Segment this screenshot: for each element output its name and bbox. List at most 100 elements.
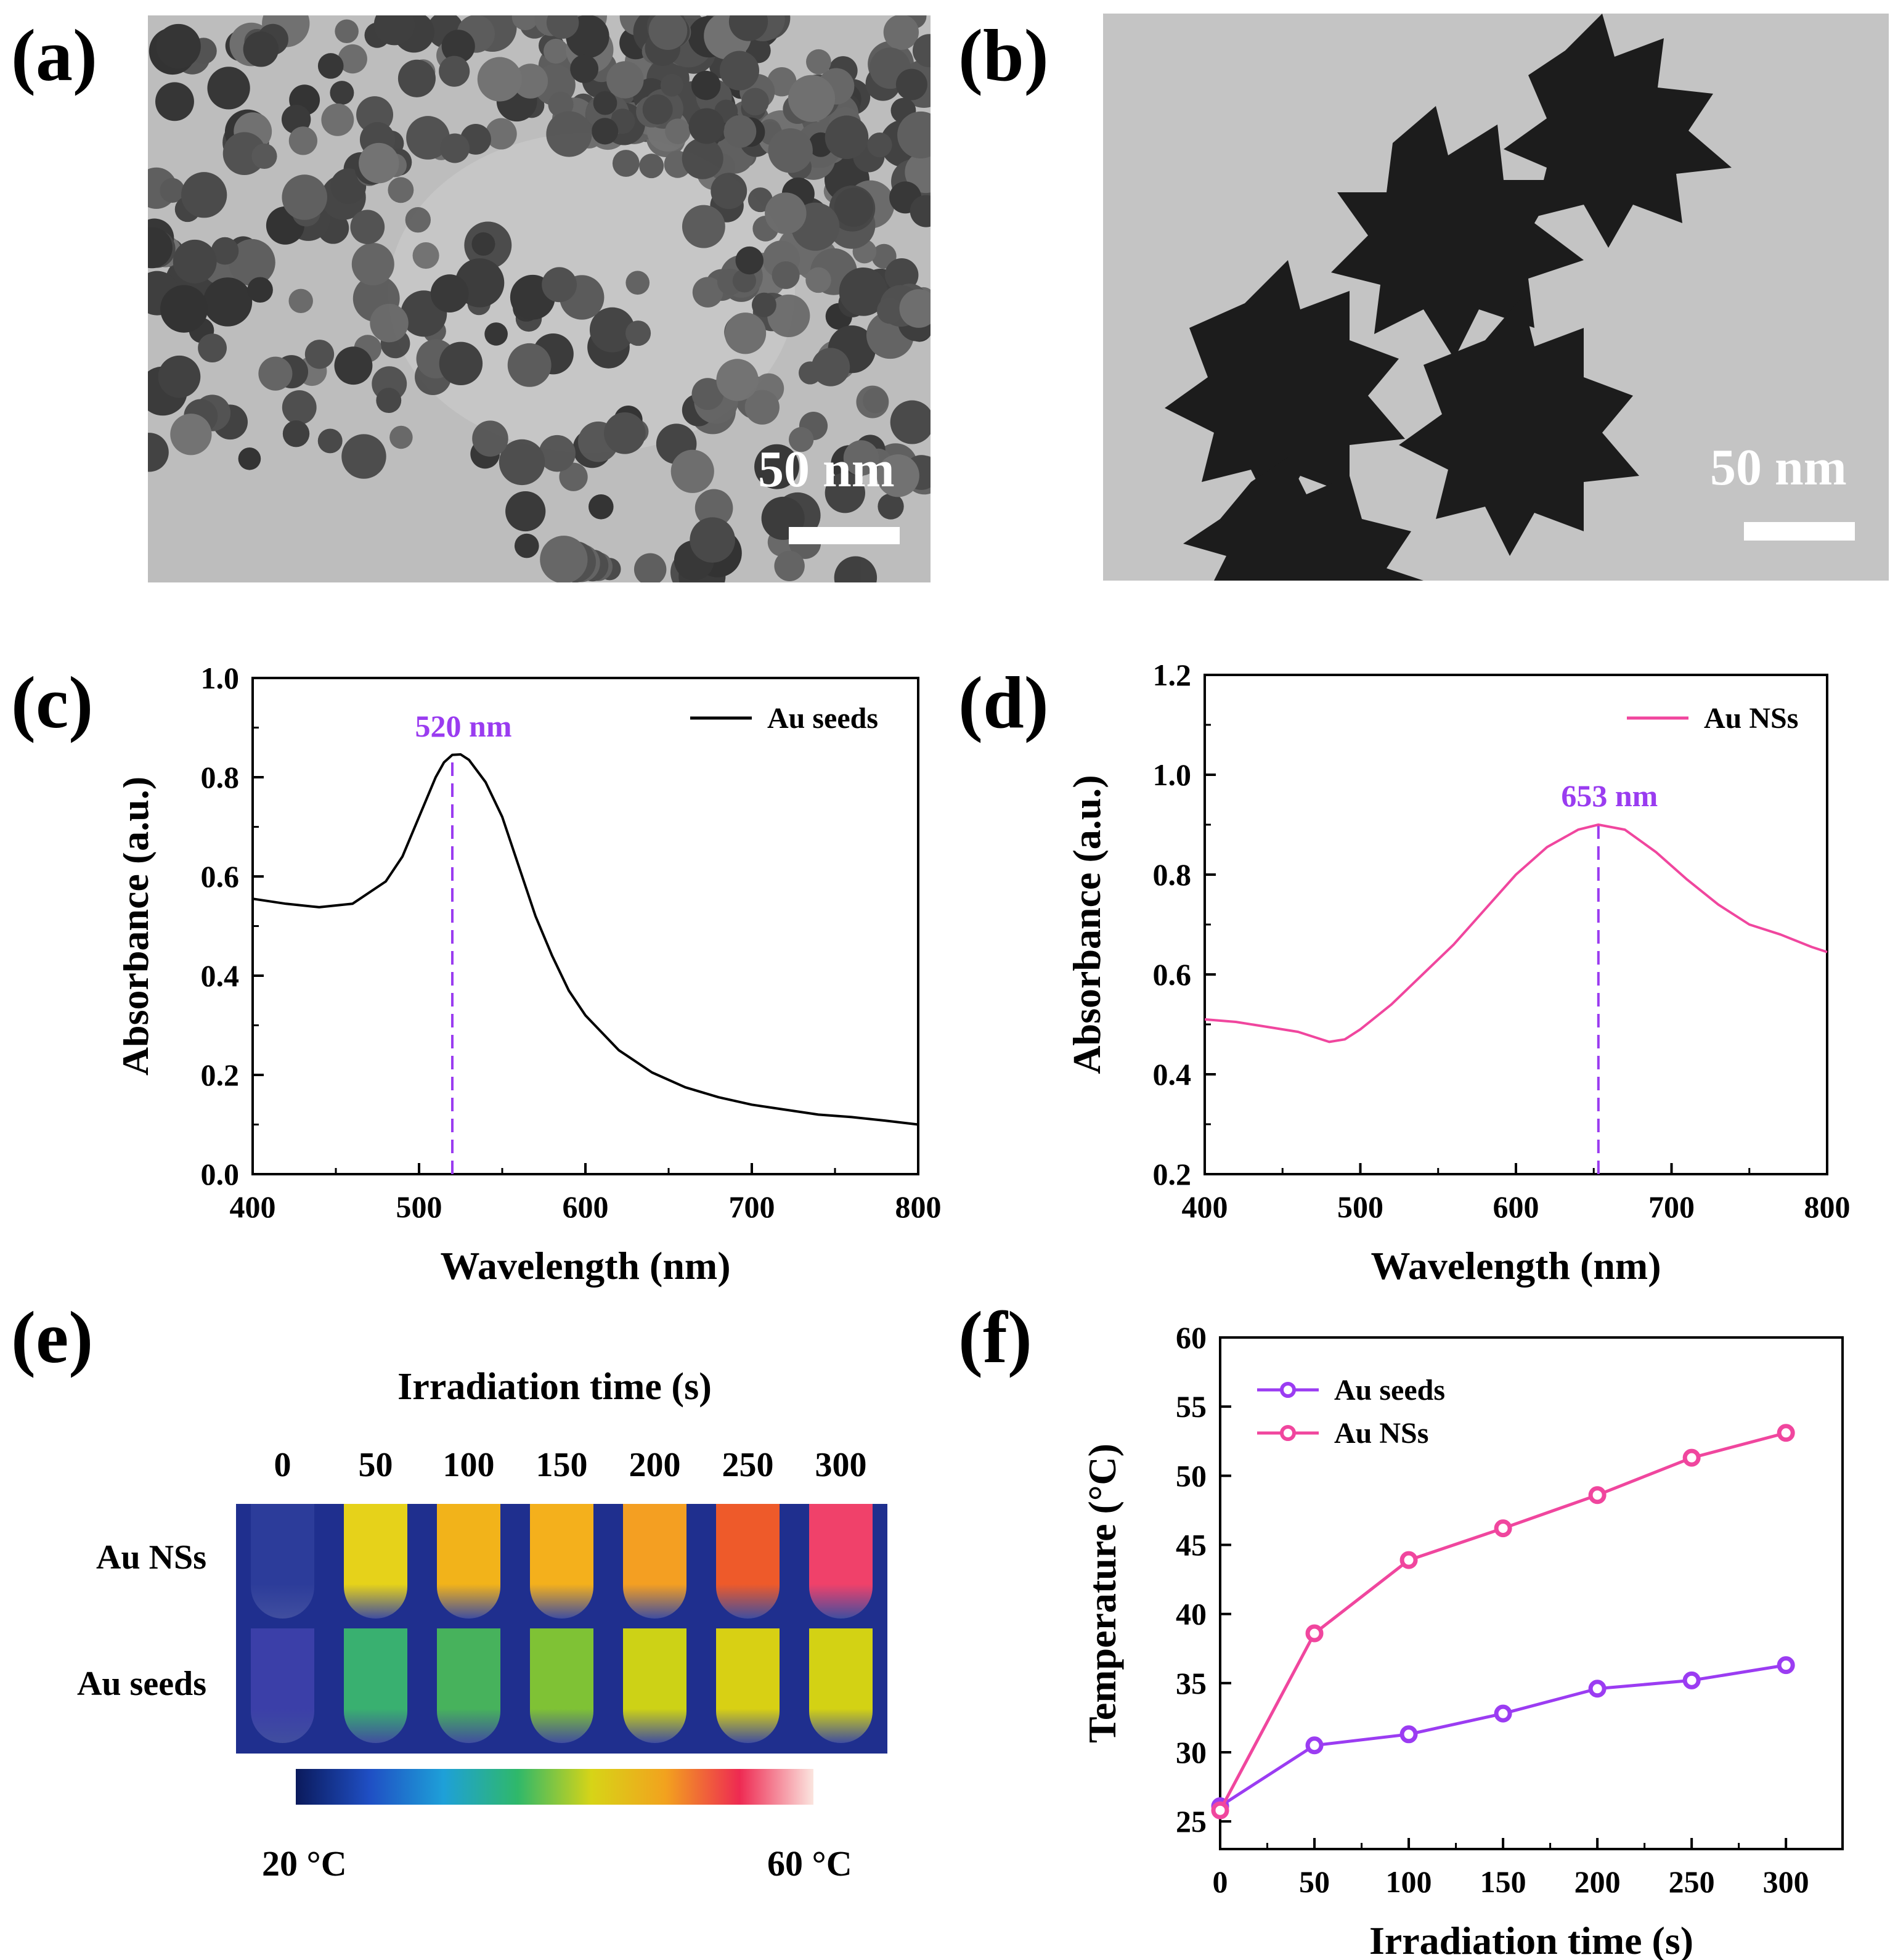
- tube-thermal-image: [344, 1504, 407, 1619]
- nanoparticle: [539, 435, 576, 472]
- nanoparticle: [694, 489, 733, 528]
- nanoparticle: [670, 449, 714, 493]
- y-tick-label: 0.2: [201, 1058, 240, 1092]
- nanoparticle: [373, 15, 415, 46]
- x-tick-label: 50: [1299, 1864, 1330, 1899]
- tube-thermal-image: [530, 1628, 593, 1743]
- nanoparticle: [690, 517, 735, 563]
- nanoparticle: [148, 227, 173, 269]
- y-axis-label: Absorbance (a.u.): [1072, 775, 1109, 1074]
- nanoparticle: [251, 143, 277, 169]
- chart-f-temperature-vs-time: 0 50 100 150 200 250 300 25 30 35 40 45 50 55 60 Irradi…: [1080, 1320, 1844, 1960]
- nanoparticle: [899, 289, 931, 328]
- scale-bar-b: [1744, 522, 1855, 541]
- thermal-cell: [794, 1628, 887, 1753]
- nanoparticle: [592, 118, 619, 145]
- nanoparticle: [439, 341, 483, 386]
- x-tick-label: 700: [1648, 1190, 1695, 1224]
- nanoparticle: [867, 132, 892, 158]
- nanoparticle: [688, 108, 725, 144]
- x-tick-label: 0: [1213, 1864, 1228, 1899]
- tube-thermal-image: [437, 1504, 500, 1619]
- nanoparticle: [406, 116, 450, 160]
- nanoparticle: [741, 88, 769, 116]
- x-tick-label: 800: [895, 1190, 942, 1224]
- plot-frame: [1204, 674, 1828, 1175]
- time-label: 100: [442, 1446, 495, 1484]
- thermal-cell: [236, 1504, 329, 1628]
- panel-label-f: (f): [958, 1296, 1032, 1378]
- time-label: 200: [629, 1446, 681, 1484]
- y-tick-label: 25: [1176, 1804, 1207, 1839]
- thermal-cell: [794, 1504, 887, 1628]
- nanoparticle: [825, 473, 865, 513]
- nanoparticle: [639, 153, 664, 179]
- nanoparticle: [282, 174, 327, 220]
- panel-label-c: (c): [11, 661, 94, 743]
- y-axis-label: Absorbance (a.u.): [123, 777, 157, 1076]
- nanoparticle: [774, 550, 805, 581]
- tube-thermal-image: [716, 1504, 780, 1619]
- y-tick-label: 40: [1176, 1597, 1207, 1631]
- nanoparticle: [593, 91, 617, 115]
- nanoparticle: [540, 536, 588, 582]
- nanoparticle: [397, 59, 436, 97]
- y-tick-label: 1.0: [201, 661, 240, 695]
- nanoparticle: [334, 346, 373, 385]
- x-tick-label: 200: [1574, 1864, 1621, 1899]
- data-point: [1777, 1656, 1795, 1675]
- nanoparticle: [570, 54, 599, 83]
- nanoparticle: [863, 388, 889, 414]
- nanoparticle: [834, 556, 878, 582]
- nanoparticle: [788, 427, 814, 452]
- tube-thermal-image: [809, 1504, 873, 1619]
- nanoparticle: [876, 297, 903, 324]
- nanoparticle: [389, 425, 413, 449]
- y-tick-label: 50: [1176, 1458, 1207, 1493]
- thermal-cell: [608, 1628, 701, 1753]
- nanoparticle: [548, 91, 574, 118]
- nanoparticle: [871, 243, 897, 269]
- peak-annotation: 653 nm: [1561, 778, 1658, 813]
- y-tick-label: 0.8: [1153, 857, 1192, 892]
- series-line-au-nss: [1204, 823, 1828, 1043]
- legend-label: Au seeds: [767, 702, 878, 735]
- nanoparticle: [282, 390, 317, 425]
- nanoparticle: [341, 434, 386, 479]
- panel-label-a: (a): [11, 14, 97, 96]
- nanoparticle: [238, 447, 261, 470]
- nanoparticle: [330, 81, 354, 105]
- thermal-cell: [515, 1628, 608, 1753]
- thermal-cell: [608, 1504, 701, 1628]
- y-tick-label: 0.8: [201, 760, 240, 794]
- nanoparticle: [754, 444, 799, 489]
- nanoparticle: [625, 271, 650, 295]
- nanoparticle: [805, 267, 831, 293]
- thermal-cell: [422, 1628, 515, 1753]
- thermal-cell: [515, 1504, 608, 1628]
- x-tick-label: 100: [1386, 1864, 1432, 1899]
- data-point: [1494, 1704, 1512, 1723]
- tube-thermal-image: [623, 1504, 686, 1619]
- nanoparticle: [839, 267, 888, 316]
- tem-image-au-nanostars: 50 nm: [1103, 14, 1889, 581]
- nanoparticle: [905, 151, 931, 194]
- thermal-cell: [329, 1504, 422, 1628]
- nanoparticle: [359, 142, 399, 184]
- nanoparticle: [170, 414, 212, 455]
- thermal-title: Irradiation time (s): [397, 1366, 712, 1408]
- time-label: 0: [274, 1446, 291, 1484]
- nanoparticle: [430, 274, 469, 313]
- y-tick-label: 1.2: [1153, 658, 1192, 692]
- plot-frame: [251, 677, 919, 1175]
- nanoparticle: [485, 118, 517, 150]
- nanoparticle: [207, 67, 250, 110]
- nanoparticle: [728, 15, 768, 41]
- nanoparticle: [211, 237, 239, 265]
- nanoparticle: [472, 420, 508, 457]
- data-point: [1588, 1680, 1607, 1698]
- tube-thermal-image: [251, 1628, 314, 1743]
- x-tick-label: 400: [230, 1190, 276, 1224]
- x-tick-label: 300: [1763, 1864, 1809, 1899]
- x-tick-label: 800: [1804, 1190, 1851, 1224]
